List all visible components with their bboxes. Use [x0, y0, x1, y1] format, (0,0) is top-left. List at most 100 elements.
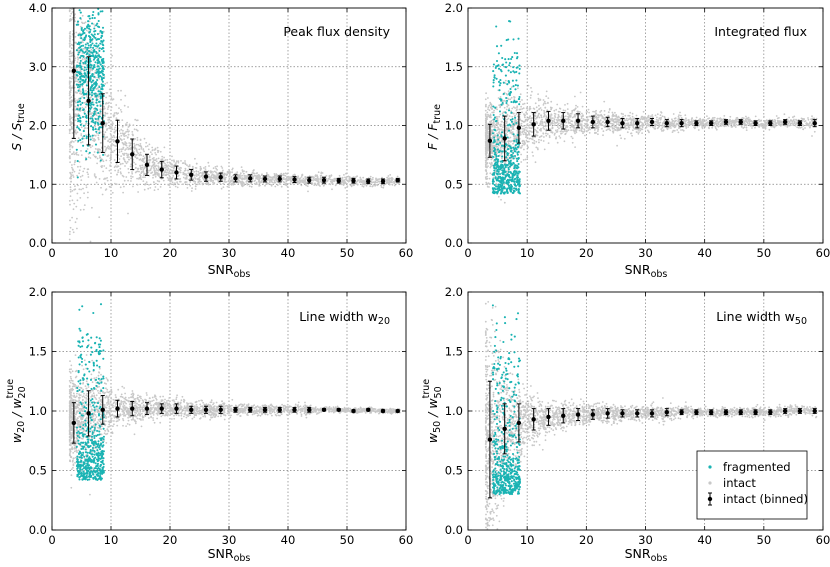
intact-point	[118, 158, 121, 160]
intact-point	[558, 107, 561, 110]
intact-point	[127, 130, 130, 133]
intact-point	[69, 146, 71, 148]
fragmented-point	[80, 72, 83, 75]
intact-point	[140, 148, 143, 150]
intact-point	[203, 167, 205, 169]
intact-point	[674, 117, 677, 119]
intact-point	[627, 122, 630, 125]
intact-point	[68, 238, 71, 241]
intact-point	[644, 127, 647, 130]
intact-point	[545, 90, 548, 93]
intact-point	[775, 115, 778, 117]
intact-point	[570, 129, 572, 132]
fragmented-point	[94, 143, 98, 146]
intact-point	[99, 113, 102, 115]
intact-point	[494, 126, 497, 129]
intact-point	[195, 175, 198, 177]
fragmented-point	[76, 23, 80, 26]
intact-point	[174, 185, 177, 188]
intact-point	[81, 22, 84, 25]
intact-point	[213, 182, 216, 184]
intact-point	[104, 154, 106, 156]
fragmented-point	[76, 104, 79, 107]
intact-point	[69, 195, 72, 198]
intact-point	[804, 120, 807, 122]
intact-point	[148, 155, 151, 157]
intact-point	[536, 109, 539, 112]
intact-point	[110, 93, 112, 95]
intact-point	[506, 134, 508, 136]
intact-point	[484, 142, 487, 145]
intact-point	[301, 174, 303, 177]
intact-point	[626, 124, 629, 127]
fragmented-point	[76, 176, 79, 179]
intact-point	[77, 165, 79, 168]
fragmented-point	[81, 115, 85, 118]
intact-point	[105, 112, 107, 115]
intact-point	[250, 182, 253, 185]
intact-point	[172, 169, 174, 172]
intact-point	[111, 128, 114, 131]
intact-point	[69, 117, 71, 120]
intact-point	[318, 184, 320, 187]
intact-point	[134, 156, 137, 159]
intact-point	[106, 66, 109, 69]
intact-point	[136, 151, 139, 154]
intact-point	[71, 86, 74, 89]
intact-point	[120, 148, 123, 151]
fragmented-point	[94, 36, 97, 40]
fragmented-point	[94, 61, 97, 64]
intact-point	[217, 173, 219, 176]
intact-point	[623, 137, 626, 140]
intact-point	[93, 151, 96, 153]
intact-point	[237, 181, 240, 184]
intact-point	[68, 130, 71, 132]
fragmented-point	[95, 98, 98, 101]
intact-point	[74, 139, 77, 142]
intact-point	[489, 166, 492, 169]
intact-point	[645, 126, 648, 128]
fragmented-point	[89, 60, 92, 63]
fragmented-point	[87, 20, 90, 23]
intact-point	[136, 139, 139, 141]
intact-point	[805, 122, 808, 125]
intact-point	[148, 165, 151, 167]
fragmented-point	[91, 42, 94, 45]
fragmented-point	[96, 104, 99, 107]
intact-point	[74, 159, 77, 162]
intact-point	[136, 136, 139, 139]
intact-point	[134, 163, 137, 166]
intact-point	[133, 128, 136, 131]
fragmented-point	[92, 112, 95, 116]
intact-point	[588, 111, 590, 114]
intact-point	[513, 96, 515, 98]
intact-point	[553, 118, 556, 121]
intact-point	[73, 153, 76, 156]
fragmented-point	[101, 80, 104, 83]
intact-point	[71, 62, 74, 64]
fragmented-point	[99, 159, 102, 162]
intact-point	[345, 172, 347, 175]
intact-point	[69, 177, 72, 180]
fragmented-point	[94, 117, 97, 121]
fragmented-point	[87, 27, 91, 30]
intact-point	[123, 143, 126, 145]
intact-point	[137, 191, 140, 193]
intact-point	[352, 176, 355, 179]
fragmented-point	[102, 50, 105, 53]
intact-point	[120, 89, 122, 92]
intact-point	[161, 155, 164, 158]
intact-point	[711, 126, 714, 129]
fragmented-point	[96, 61, 99, 64]
intact-point	[679, 114, 682, 117]
intact-point	[115, 117, 118, 119]
intact-point	[149, 151, 152, 154]
fragmented-point	[89, 36, 92, 39]
intact-point	[76, 56, 79, 59]
intact-point	[360, 181, 363, 184]
intact-point	[575, 114, 577, 116]
intact-point	[200, 167, 203, 170]
intact-point	[266, 179, 269, 182]
intact-point	[168, 174, 171, 177]
